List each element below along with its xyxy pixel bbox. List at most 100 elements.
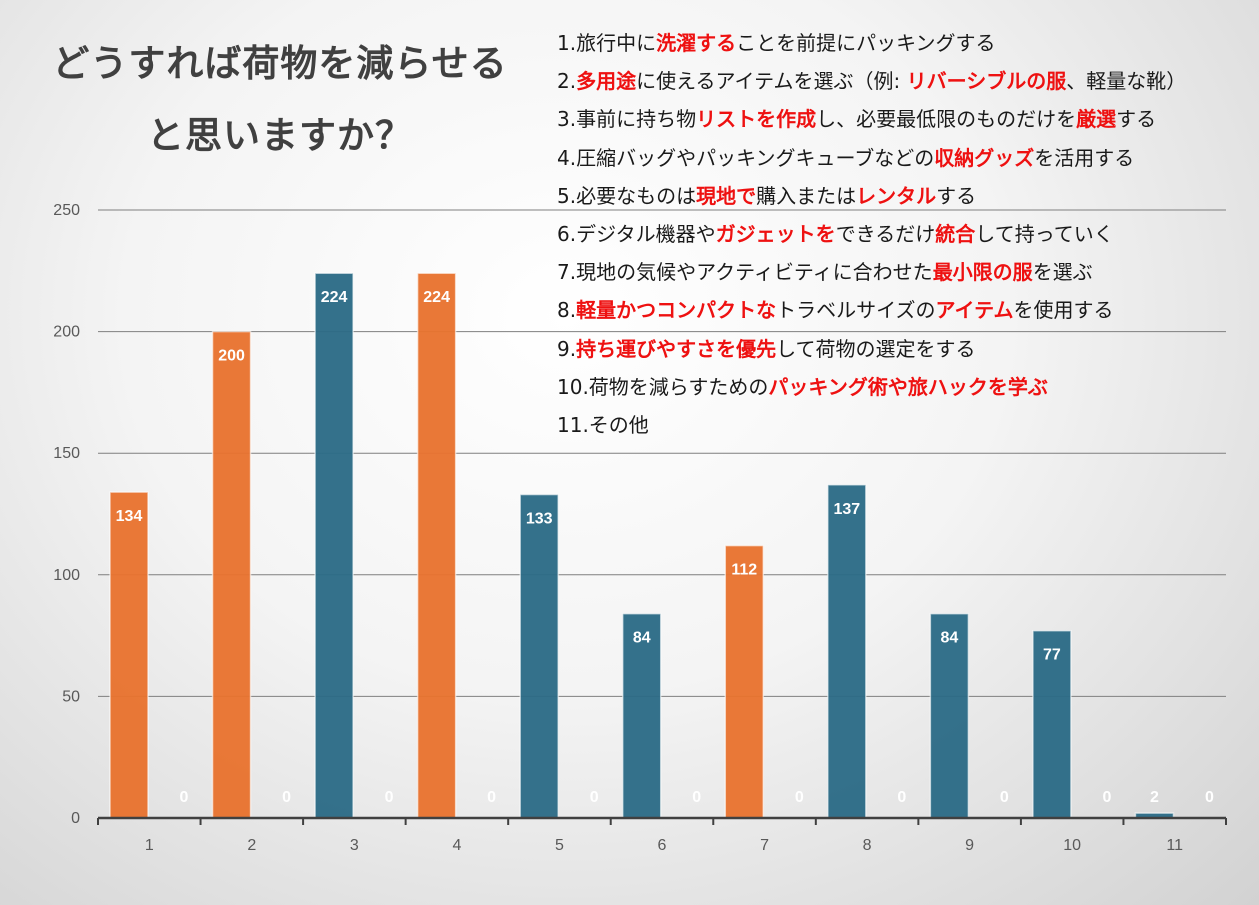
legend-text: を活用する	[1034, 145, 1135, 170]
legend-text: 3.事前に持ち物	[557, 107, 697, 132]
y-tick-label: 200	[53, 324, 80, 341]
data-label: 134	[116, 508, 143, 525]
legend-item: 5.必要なものは現地で購入またはレンタルする	[557, 177, 1257, 215]
x-tick-label: 9	[965, 837, 974, 854]
x-tick-label: 11	[1166, 837, 1183, 854]
data-label: 77	[1043, 647, 1061, 664]
data-label: 200	[218, 348, 245, 365]
legend-highlight-text: 持ち運びやすさを優先	[576, 336, 777, 361]
legend-highlight-text: パッキング術や旅ハックを学ぶ	[768, 374, 1048, 399]
legend-item: 1.旅行中に洗濯することを前提にパッキングする	[557, 24, 1257, 62]
legend-text: 5.必要なものは	[557, 183, 697, 208]
x-tick-label: 3	[350, 837, 359, 854]
data-label: 0	[897, 789, 906, 806]
legend-item: 4.圧縮バッグやパッキングキューブなどの収納グッズを活用する	[557, 139, 1257, 177]
legend-highlight-text: レンタル	[856, 183, 937, 208]
legend-text: 6.デジタル機器や	[557, 221, 716, 246]
legend-highlight-text: 統合	[935, 221, 976, 246]
legend-item: 9.持ち運びやすさを優先して荷物の選定をする	[557, 330, 1257, 368]
legend-item: 3.事前に持ち物リストを作成し、必要最低限のものだけを厳選する	[557, 100, 1257, 138]
legend-highlight-text: 洗濯する	[656, 31, 737, 55]
data-label: 0	[1205, 789, 1214, 806]
data-label: 0	[692, 789, 701, 806]
legend-highlight-text: リバーシブルの服	[906, 69, 1067, 94]
legend-highlight-text: 軽量かつコンパクトな	[576, 298, 777, 323]
bar	[827, 484, 867, 819]
legend-text: 、軽量な靴）	[1066, 69, 1187, 94]
legend-text: し、必要最低限のものだけを	[816, 107, 1077, 132]
legend-text: 9.	[557, 336, 577, 361]
data-label: 0	[487, 789, 496, 806]
legend-text: 10.荷物を減らすための	[557, 374, 769, 399]
bar	[314, 272, 354, 819]
legend-text: 8.	[557, 298, 577, 323]
legend-highlight-text: 厳選	[1076, 107, 1117, 132]
chart-title-line-1: どうすれば荷物を減らせる	[52, 42, 508, 85]
x-tick-label: 6	[658, 837, 667, 854]
legend-text: 2.	[557, 69, 577, 94]
legend-item: 6.デジタル機器やガジェットをできるだけ統合して持っていく	[557, 215, 1257, 253]
legend-text: トラベルサイズの	[776, 298, 936, 323]
bar	[929, 612, 970, 819]
legend-item: 8.軽量かつコンパクトなトラベルサイズのアイテムを使用する	[557, 291, 1257, 329]
bar	[621, 612, 662, 819]
legend-highlight-text: リストを作成	[696, 107, 817, 132]
data-label: 0	[1102, 789, 1111, 806]
legend-item: 2.多用途に使えるアイテムを選ぶ（例: リバーシブルの服、軽量な靴）	[557, 62, 1257, 100]
legend-highlight-text: 現地で	[696, 183, 757, 208]
legend-text: できるだけ	[835, 221, 936, 246]
y-tick-label: 100	[53, 567, 80, 584]
legend-text: 1.旅行中に	[557, 31, 657, 55]
answer-legend: 1.旅行中に洗濯することを前提にパッキングする 2.多用途に使えるアイテムを選ぶ（…	[557, 24, 1257, 444]
data-label: 112	[731, 562, 757, 579]
legend-highlight-text: アイテム	[935, 298, 1014, 323]
legend-text: を選ぶ	[1032, 260, 1093, 285]
y-tick-label: 50	[62, 688, 80, 705]
legend-text: に使えるアイテムを選ぶ（例:	[636, 69, 907, 94]
data-label: 224	[423, 289, 450, 306]
legend-text: 7.現地の気候やアクティビティに合わせた	[557, 260, 933, 285]
legend-text: する	[936, 183, 977, 208]
legend-highlight-text: 多用途	[576, 69, 637, 94]
legend-item: 10.荷物を減らすためのパッキング術や旅ハックを学ぶ	[557, 368, 1257, 406]
x-tick-label: 8	[863, 837, 872, 854]
legend-highlight-text: ガジェットを	[715, 221, 836, 246]
bar	[724, 544, 765, 819]
x-tick-label: 1	[145, 837, 154, 854]
legend-text: を使用する	[1013, 298, 1114, 323]
data-label: 133	[526, 511, 553, 528]
legend-item: 7.現地の気候やアクティビティに合わせた最小限の服を選ぶ	[557, 253, 1257, 291]
x-tick-label: 4	[452, 837, 461, 854]
legend-text: して持っていく	[975, 221, 1114, 246]
data-label: 0	[180, 789, 189, 806]
bar	[211, 330, 252, 819]
bar	[109, 491, 149, 819]
legend-text: する	[1116, 107, 1157, 132]
data-label: 0	[590, 789, 599, 806]
chart-title-line-2: と思いますか？	[147, 114, 413, 157]
x-tick-label: 7	[760, 837, 769, 854]
data-label: 0	[385, 789, 394, 806]
legend-highlight-text: 収納グッズ	[934, 145, 1035, 170]
chart-title: どうすれば荷物を減らせる と思いますか？	[30, 28, 530, 172]
data-label: 2	[1150, 789, 1159, 806]
legend-item: 11.その他	[557, 406, 1257, 444]
y-tick-label: 150	[53, 445, 80, 462]
bar	[1032, 629, 1072, 819]
data-label: 0	[282, 789, 291, 806]
bar	[519, 493, 559, 819]
y-tick-label: 250	[53, 202, 80, 219]
legend-text: 4.圧縮バッグやパッキングキューブなどの	[557, 145, 935, 170]
y-tick-label: 0	[71, 810, 80, 827]
x-tick-label: 5	[555, 837, 564, 854]
legend-text: 11.その他	[557, 412, 649, 437]
data-label: 84	[940, 630, 958, 647]
legend-text: ことを前提にパッキングする	[736, 31, 996, 55]
data-label: 0	[1000, 789, 1009, 806]
legend-text: して荷物の選定をする	[776, 336, 976, 361]
x-tick-label: 2	[247, 837, 256, 854]
legend-highlight-text: 最小限の服	[932, 260, 1033, 285]
legend-text: 購入または	[756, 183, 857, 208]
x-tick-label: 10	[1063, 837, 1081, 854]
